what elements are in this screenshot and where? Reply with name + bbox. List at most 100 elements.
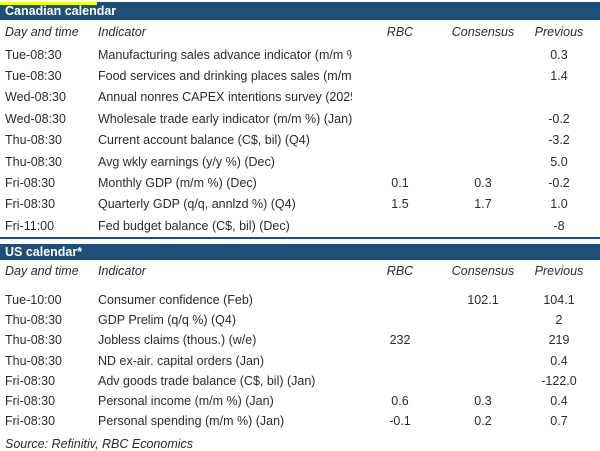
cell-consensus — [448, 65, 518, 86]
cell-rbc — [352, 87, 448, 108]
cell-indicator: Monthly GDP (m/m %) (Dec) — [98, 176, 257, 191]
cell-indicator: Personal spending (m/m %) (Jan) — [98, 414, 285, 429]
cell-rbc — [352, 65, 448, 86]
cell-time: Tue-10:00 — [5, 292, 62, 307]
cell-consensus: 0.2 — [474, 414, 492, 429]
table-row: Fri-08:30 Adv goods trade balance (C$, b… — [0, 371, 600, 391]
us-calendar-table: Day and time Indicator RBC Consensus Pre… — [0, 260, 600, 432]
cell-time: Fri-08:30 — [5, 373, 56, 388]
cell-rbc — [352, 290, 448, 310]
cell-consensus: 0.3 — [474, 176, 492, 191]
cell-consensus: 1.7 — [474, 197, 492, 212]
cell-consensus — [448, 215, 518, 236]
cell-rbc — [352, 310, 448, 330]
cell-time: Fri-08:30 — [5, 176, 56, 191]
cell-indicator: Fed budget balance (C$, bil) (Dec) — [98, 218, 290, 233]
cell-indicator: Consumer confidence (Feb) — [98, 292, 253, 307]
cell-indicator: GDP Prelim (q/q %) (Q4) — [98, 312, 236, 327]
cell-consensus — [448, 310, 518, 330]
table-row: Fri-11:00 Fed budget balance (C$, bil) (… — [0, 215, 600, 236]
cell-time: Wed-08:30 — [5, 90, 66, 105]
cell-rbc — [352, 215, 448, 236]
cell-rbc — [352, 350, 448, 370]
cell-consensus — [448, 130, 518, 151]
cell-time: Fri-08:30 — [5, 197, 56, 212]
cell-consensus: 102.1 — [467, 292, 499, 307]
cell-indicator: Wholesale trade early indicator (m/m %) … — [98, 111, 352, 126]
column-header-previous: Previous — [534, 263, 584, 278]
column-header-previous: Previous — [534, 25, 584, 39]
cell-time: Wed-08:30 — [5, 111, 66, 126]
cell-rbc: 0.6 — [391, 394, 409, 409]
column-header-indicator: Indicator — [98, 25, 146, 39]
cell-time: Fri-11:00 — [5, 218, 55, 233]
cell-indicator: Current account balance (C$, bil) (Q4) — [98, 133, 310, 148]
cell-previous: -3.2 — [548, 133, 570, 148]
cell-previous: 2 — [555, 312, 563, 327]
cell-time: Tue-08:30 — [5, 69, 62, 84]
table-row: Tue-10:00 Consumer confidence (Feb) 102.… — [0, 290, 600, 310]
column-header-rbc: RBC — [386, 25, 414, 39]
column-header-indicator: Indicator — [98, 263, 146, 278]
cell-consensus — [448, 350, 518, 370]
column-header-day-and-time: Day and time — [5, 25, 79, 39]
cell-time: Fri-08:30 — [5, 414, 56, 429]
cell-indicator: Manufacturing sales advance indicator (m… — [98, 47, 352, 62]
spacer-row — [0, 282, 600, 290]
table-row: Thu-08:30 ND ex-air. capital orders (Jan… — [0, 350, 600, 370]
cell-indicator: Personal income (m/m %) (Jan) — [98, 394, 274, 409]
column-header-row: Day and time Indicator RBC Consensus Pre… — [0, 260, 600, 282]
source-note: Source: Refinitiv, RBC Economics — [5, 436, 194, 451]
cell-previous: 219 — [548, 333, 570, 348]
section-title-canadian-calendar: Canadian calendar — [0, 2, 600, 20]
table-row: Wed-08:30 Annual nonres CAPEX intentions… — [0, 87, 600, 108]
table-row: Fri-08:30 Personal income (m/m %) (Jan) … — [0, 391, 600, 411]
cell-consensus — [448, 87, 518, 108]
cell-rbc — [352, 151, 448, 172]
cell-rbc: 1.5 — [391, 197, 409, 212]
table-row: Tue-08:30 Food services and drinking pla… — [0, 65, 600, 86]
cell-rbc — [352, 108, 448, 129]
cell-previous: 0.3 — [550, 47, 568, 62]
cell-previous: -0.2 — [548, 111, 570, 126]
cell-consensus — [448, 44, 518, 65]
table-row: Fri-08:30 Monthly GDP (m/m %) (Dec) 0.1 … — [0, 172, 600, 193]
cell-previous: 1.4 — [550, 69, 568, 84]
cell-previous: -122.0 — [541, 373, 577, 388]
cell-previous: 0.4 — [550, 353, 568, 368]
cell-rbc: -0.1 — [389, 414, 411, 429]
cell-previous: 1.0 — [550, 197, 568, 212]
cell-rbc — [352, 44, 448, 65]
table-row: Tue-08:30 Manufacturing sales advance in… — [0, 44, 600, 65]
cell-rbc: 232 — [389, 333, 411, 348]
cell-indicator: Annual nonres CAPEX intentions survey (2… — [98, 90, 352, 105]
cell-consensus — [448, 330, 518, 350]
cell-time: Thu-08:30 — [5, 133, 62, 148]
cell-previous: 0.4 — [550, 394, 568, 409]
table-row: Thu-08:30 Current account balance (C$, b… — [0, 130, 600, 151]
cell-time: Tue-08:30 — [5, 47, 62, 62]
cell-rbc — [352, 130, 448, 151]
cell-previous: 5.0 — [550, 154, 568, 169]
yellow-highlight-mark — [0, 2, 97, 5]
cell-indicator: Avg wkly earnings (y/y %) (Dec) — [98, 154, 275, 169]
cell-previous: -0.2 — [548, 176, 570, 191]
column-header-day-and-time: Day and time — [5, 263, 79, 278]
cell-consensus — [448, 151, 518, 172]
table-row: Thu-08:30 Avg wkly earnings (y/y %) (Dec… — [0, 151, 600, 172]
cell-indicator: ND ex-air. capital orders (Jan) — [98, 353, 265, 368]
column-header-consensus: Consensus — [451, 25, 515, 39]
column-header-row: Day and time Indicator RBC Consensus Pre… — [0, 20, 600, 44]
column-header-rbc: RBC — [386, 263, 414, 278]
table-row: Fri-08:30 Quarterly GDP (q/q, annlzd %) … — [0, 194, 600, 215]
cell-indicator: Food services and drinking places sales … — [98, 69, 352, 84]
cell-previous: 104.1 — [543, 292, 575, 307]
cell-consensus — [448, 108, 518, 129]
column-header-consensus: Consensus — [451, 263, 515, 278]
cell-indicator: Jobless claims (thous.) (w/e) — [98, 333, 257, 348]
cell-time: Thu-08:30 — [5, 333, 62, 348]
cell-time: Thu-08:30 — [5, 312, 62, 327]
cell-time: Thu-08:30 — [5, 154, 62, 169]
section-divider-line — [0, 236, 600, 239]
cell-consensus — [448, 371, 518, 391]
